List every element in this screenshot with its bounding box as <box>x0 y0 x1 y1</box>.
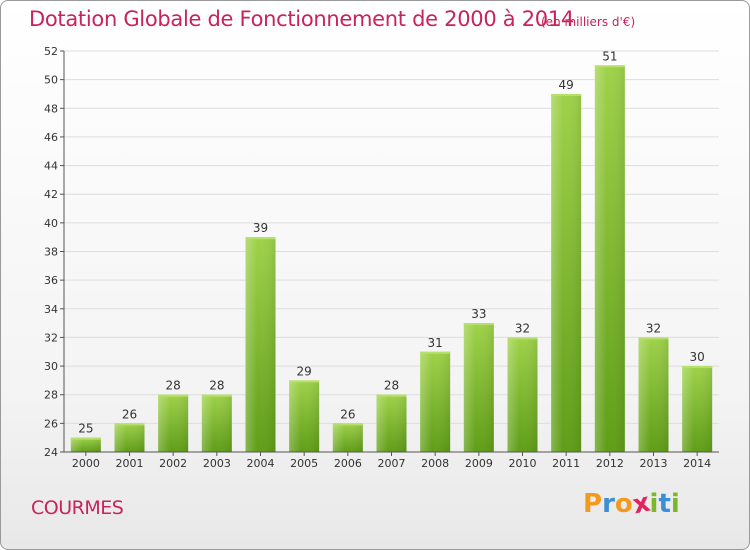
chart-unit-note: (en milliers d'€) <box>541 15 636 29</box>
bar-top-2008 <box>420 351 451 354</box>
bar-top-2009 <box>463 323 494 326</box>
value-label: 39 <box>253 221 268 235</box>
x-tick-label: 2003 <box>203 457 231 470</box>
labels: 24 26 28 30 32 34 36 38 40 42 44 46 48 50 52 25 2000 26 20… <box>44 45 711 470</box>
bar-shade-2012 <box>594 65 625 453</box>
value-label: 30 <box>690 350 705 364</box>
x-tick-label: 2009 <box>465 457 493 470</box>
value-label: 33 <box>471 307 486 321</box>
logo-letter: t <box>658 489 671 519</box>
value-label: 49 <box>559 78 574 92</box>
bars <box>70 65 713 453</box>
chart-title: Dotation Globale de Fonctionnement de 20… <box>29 7 574 31</box>
bar-top-2001 <box>114 423 145 426</box>
bar-shade-2011 <box>551 93 582 452</box>
logo-letter: i <box>670 489 680 519</box>
y-tick-label: 48 <box>44 102 58 115</box>
x-tick-label: 2001 <box>116 457 144 470</box>
bar-shade-2005 <box>289 380 320 452</box>
y-tick-label: 30 <box>44 360 58 373</box>
bar-top-2002 <box>158 394 189 397</box>
bar-shade-2003 <box>201 394 232 452</box>
x-tick-label: 2000 <box>72 457 100 470</box>
commune-name: COURMES <box>31 497 124 519</box>
y-tick-label: 52 <box>44 45 58 58</box>
value-label: 26 <box>122 407 137 421</box>
y-tick-label: 38 <box>44 246 58 259</box>
bar-top-2014 <box>682 366 713 369</box>
x-tick-label: 2014 <box>683 457 711 470</box>
bar-top-2005 <box>289 380 320 383</box>
x-tick-label: 2006 <box>334 457 362 470</box>
y-tick-label: 26 <box>44 417 58 430</box>
y-tick-label: 24 <box>44 446 58 459</box>
x-tick-label: 2011 <box>552 457 580 470</box>
y-tick-label: 44 <box>44 160 58 173</box>
bar-shade-2000 <box>70 437 101 452</box>
x-tick-label: 2005 <box>290 457 318 470</box>
value-label: 25 <box>78 422 93 436</box>
value-label: 32 <box>515 321 530 335</box>
x-tick-label: 2004 <box>247 457 275 470</box>
bar-top-2000 <box>70 437 101 440</box>
logo-letter: i <box>649 489 659 519</box>
x-tick-label: 2007 <box>378 457 406 470</box>
bar-top-2006 <box>332 423 363 426</box>
y-tick-label: 34 <box>44 303 58 316</box>
bar-top-2007 <box>376 394 407 397</box>
bar-top-2013 <box>638 337 669 340</box>
y-tick-label: 46 <box>44 131 58 144</box>
x-tick-label: 2008 <box>421 457 449 470</box>
y-tick-label: 36 <box>44 274 58 287</box>
bar-shade-2008 <box>420 351 451 452</box>
x-tick-label: 2013 <box>640 457 668 470</box>
value-label: 28 <box>209 379 224 393</box>
bar-top-2012 <box>594 65 625 68</box>
bar-shade-2014 <box>682 366 713 452</box>
bar-shade-2001 <box>114 423 145 452</box>
value-label: 32 <box>646 321 661 335</box>
bar-shade-2007 <box>376 394 407 452</box>
axes <box>60 50 719 456</box>
y-tick-label: 50 <box>44 74 58 87</box>
value-label: 26 <box>340 407 355 421</box>
value-label: 29 <box>297 364 312 378</box>
logo-letter: o <box>614 489 633 519</box>
bar-top-2004 <box>245 237 276 240</box>
value-label: 51 <box>602 49 617 63</box>
proxiti-logo: Proxiti <box>583 488 680 521</box>
bar-shade-2004 <box>245 237 276 452</box>
y-tick-label: 28 <box>44 389 58 402</box>
value-label: 28 <box>166 379 181 393</box>
x-tick-label: 2010 <box>509 457 537 470</box>
y-tick-label: 32 <box>44 331 58 344</box>
y-tick-label: 40 <box>44 217 58 230</box>
logo-letter: r <box>602 489 615 519</box>
bar-top-2003 <box>201 394 232 397</box>
bar-top-2010 <box>507 337 538 340</box>
bar-top-2011 <box>551 93 582 96</box>
x-tick-label: 2002 <box>159 457 187 470</box>
value-label: 31 <box>428 336 443 350</box>
logo-letter: P <box>583 489 603 519</box>
x-tick-label: 2012 <box>596 457 624 470</box>
bar-shade-2009 <box>463 323 494 452</box>
bar-shade-2002 <box>158 394 189 452</box>
bar-shade-2010 <box>507 337 538 452</box>
value-label: 28 <box>384 379 399 393</box>
y-tick-label: 42 <box>44 188 58 201</box>
bar-shade-2006 <box>332 423 363 452</box>
bar-shade-2013 <box>638 337 669 452</box>
